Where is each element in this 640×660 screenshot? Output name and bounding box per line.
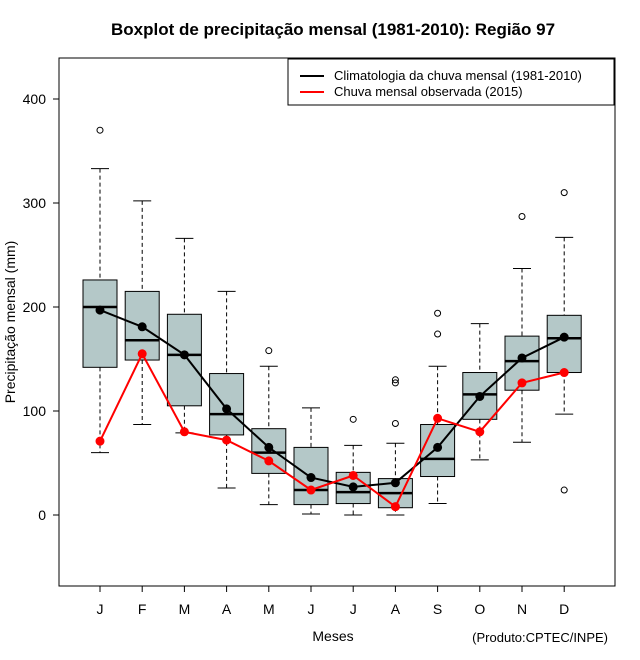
x-axis-label: Meses [312,628,353,644]
x-tick-label: D [559,601,569,617]
x-tick-label: M [179,601,191,617]
series-point [222,404,232,414]
x-tick-label: A [222,601,232,617]
series-point [179,350,189,360]
y-axis-label: Precipitação mensal (mm) [2,241,18,404]
x-tick-label: J [97,601,104,617]
series-point [137,349,147,359]
series-point [137,322,147,332]
series-line [99,351,565,509]
x-tick-label: M [263,601,275,617]
series-point [306,485,316,495]
x-tick-label: F [138,601,147,617]
series-point [517,353,527,363]
series-observed [95,349,569,512]
y-tick-label: 400 [23,91,47,107]
series-point [95,436,105,446]
outlier-point [96,126,104,134]
series-point [433,413,443,423]
legend: Climatologia da chuva mensal (1981-2010)… [287,58,615,106]
box-9 [420,309,456,505]
x-tick-label: N [517,601,527,617]
box-6 [293,407,329,515]
box-3 [166,237,202,434]
box-4 [209,290,245,489]
series-point [222,435,232,445]
legend-label-climatology: Climatologia da chuva mensal (1981-2010) [334,68,582,83]
iqr-box [209,373,245,436]
credit-text: (Produto:CPTEC/INPE) [472,630,608,645]
y-tick-label: 0 [38,507,46,523]
series-point [475,427,485,437]
outlier-point [349,415,357,423]
y-tick-label: 100 [23,403,47,419]
outlier-point [434,330,442,338]
x-tick-label: J [308,601,315,617]
outlier-point [518,213,526,221]
x-tick-label: O [474,601,485,617]
box-11 [504,213,540,443]
box-2 [124,200,160,426]
box-8 [377,376,413,516]
outlier-point [560,486,568,494]
plot-frame [58,57,616,587]
series-point [475,391,485,401]
outlier-point [391,419,399,427]
x-tick-label: J [350,601,357,617]
y-tick-label: 300 [23,195,47,211]
box-10 [462,323,498,461]
outlier-point [265,347,273,355]
box-7 [335,415,371,516]
series-point [264,442,274,452]
series-point [306,473,316,483]
iqr-box [82,279,118,368]
series-point [433,442,443,452]
x-tick-label: S [433,601,442,617]
outlier-point [391,376,399,384]
iqr-box [546,314,582,374]
series-point [390,478,400,488]
legend-label-observed: Chuva mensal observada (2015) [334,84,523,99]
box-12 [546,189,582,494]
y-tick-label: 200 [23,299,47,315]
chart-title: Boxplot de precipitação mensal (1981-201… [111,20,555,39]
series-point [95,305,105,315]
series-point [559,368,569,378]
iqr-box [166,313,202,407]
series-point [264,456,274,466]
box-5 [251,347,287,506]
box-1 [82,126,118,454]
legend-box [287,58,615,106]
series-point [348,470,358,480]
outlier-point [391,379,399,387]
series-point [390,502,400,512]
series-point [348,482,358,492]
series-point [179,427,189,437]
outlier-point [560,189,568,197]
series-point [559,332,569,342]
outlier-point [434,309,442,317]
x-tick-label: A [391,601,401,617]
series-point [517,378,527,388]
